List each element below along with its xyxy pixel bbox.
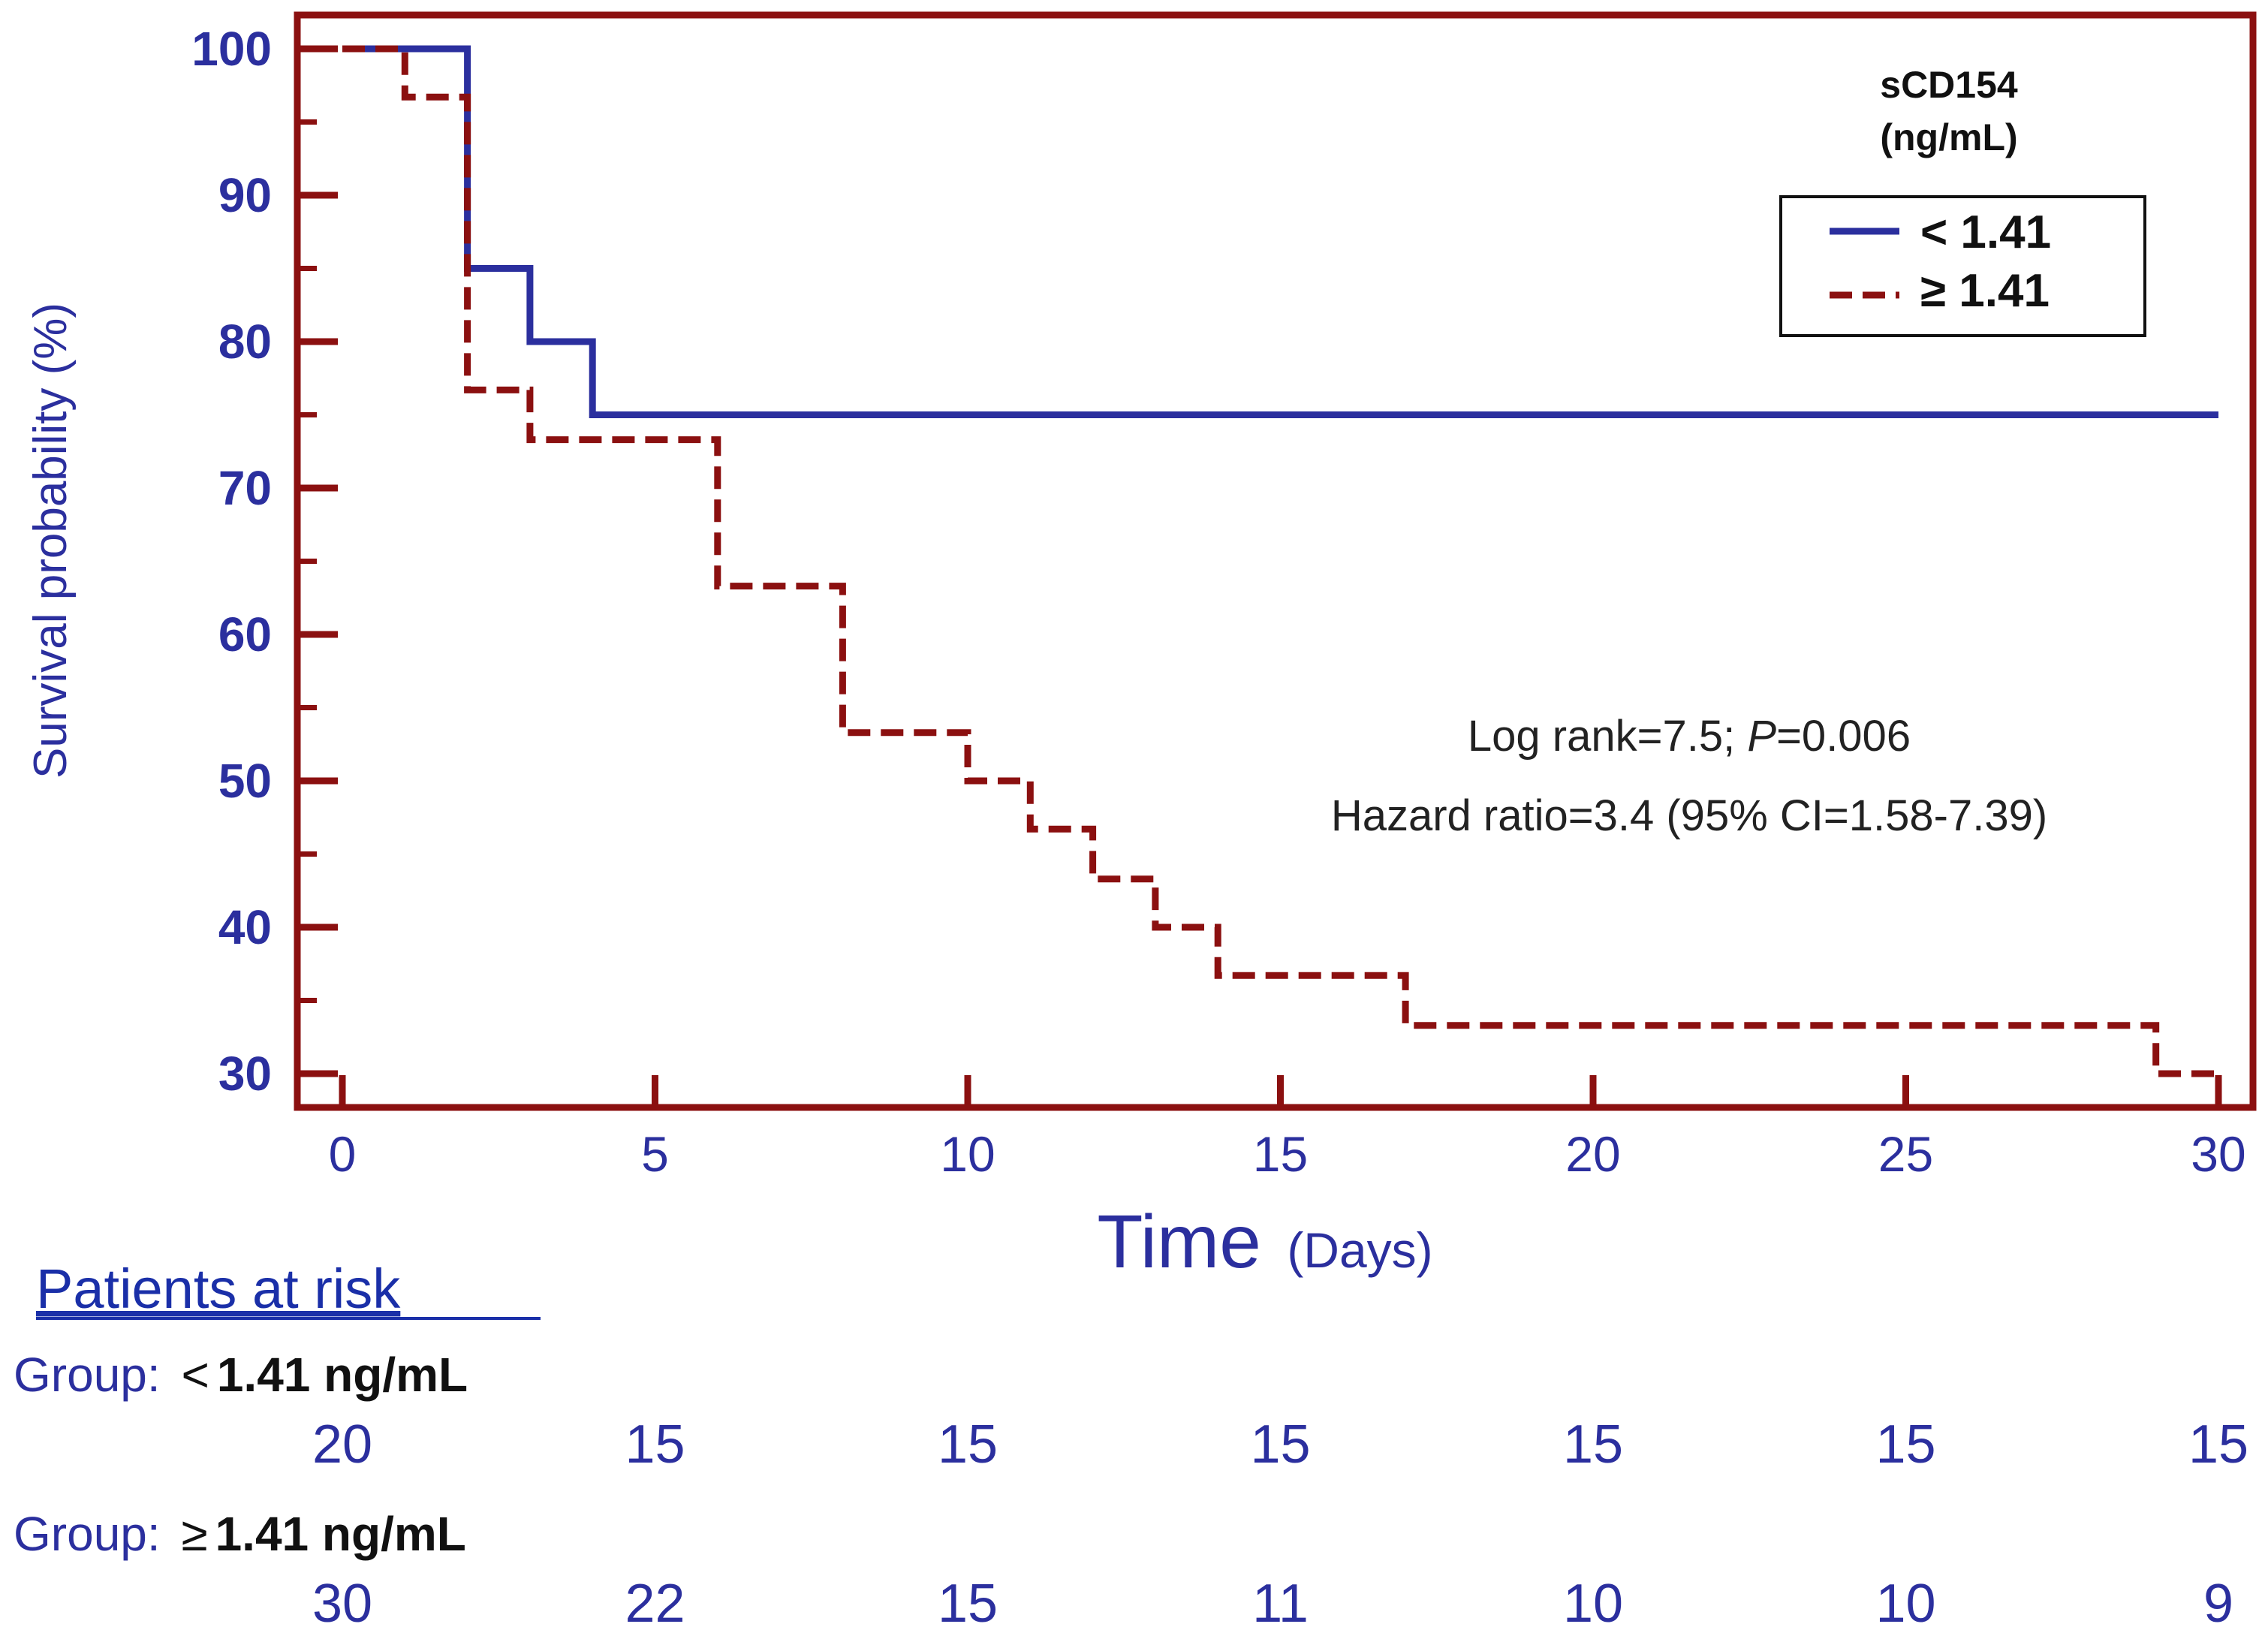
logrank-annotation: Log rank=7.5; P=0.006 [1468,712,1911,761]
x-tick-label-25: 25 [1878,1126,1933,1182]
risk-table: Patients at risk Group: <1.41 ng/mL 20 15… [14,1258,2248,1633]
x-tick-label-10: 10 [940,1126,995,1182]
risk-count: 30 [312,1574,372,1633]
x-tick-label-5: 5 [641,1126,669,1182]
y-tick-label-30: 30 [218,1047,272,1101]
risk-row-low: 20 15 15 15 15 15 15 [312,1415,2248,1475]
risk-count: 15 [1563,1415,1623,1475]
x-axis-label-main: Time [1097,1200,1261,1284]
risk-count: 15 [625,1415,685,1475]
legend-label-low: < 1.41 [1920,206,2051,258]
x-axis-ticks: 0 5 10 15 20 25 30 [329,1075,2246,1182]
risk-group-label-high: Group: ≥1.41 ng/mL [14,1507,466,1561]
risk-row-high: 30 22 15 11 10 10 9 [312,1574,2233,1633]
x-axis-label-unit: (Days) [1287,1222,1432,1278]
hazard-ratio-annotation: Hazard ratio=3.4 (95% CI=1.58-7.39) [1331,791,2047,840]
y-tick-label-100: 100 [191,22,272,76]
risk-count: 20 [312,1415,372,1475]
risk-count: 15 [938,1415,998,1475]
plot-frame [294,11,2257,1111]
x-tick-label-15: 15 [1253,1126,1308,1182]
y-tick-label-40: 40 [218,900,272,954]
risk-count: 10 [1563,1574,1623,1633]
y-tick-label-50: 50 [218,754,272,808]
y-axis-label: Survival probability (%) [25,303,77,779]
legend-title-line2: (ng/mL) [1880,116,2017,158]
survival-curve-high [342,45,2218,1077]
survival-curve-low [342,45,2218,418]
risk-count: 9 [2203,1574,2233,1633]
risk-table-heading: Patients at risk [36,1258,401,1320]
x-tick-label-20: 20 [1565,1126,1620,1182]
x-tick-label-0: 0 [329,1126,357,1182]
y-tick-label-70: 70 [218,461,272,515]
risk-count: 15 [938,1574,998,1633]
y-axis-ticks: 30 40 50 60 70 80 90 100 [191,22,338,1101]
x-axis-label: Time (Days) [1097,1200,1432,1284]
y-tick-label-80: 80 [218,315,272,369]
risk-count: 15 [2188,1415,2248,1475]
risk-count: 10 [1875,1574,1935,1633]
y-tick-label-60: 60 [218,607,272,661]
legend-title-line1: sCD154 [1880,64,2018,106]
y-tick-label-90: 90 [218,168,272,222]
risk-count: 15 [1250,1415,1310,1475]
legend: sCD154 (ng/mL) < 1.41 ≥ 1.41 [1779,64,2146,337]
legend-box [1779,195,2146,337]
risk-count: 11 [1252,1574,1309,1633]
x-tick-label-30: 30 [2191,1126,2245,1182]
legend-label-high: ≥ 1.41 [1920,265,2050,317]
risk-count: 22 [625,1574,685,1633]
risk-count: 15 [1875,1415,1935,1475]
risk-group-label-low: Group: <1.41 ng/mL [14,1348,468,1402]
